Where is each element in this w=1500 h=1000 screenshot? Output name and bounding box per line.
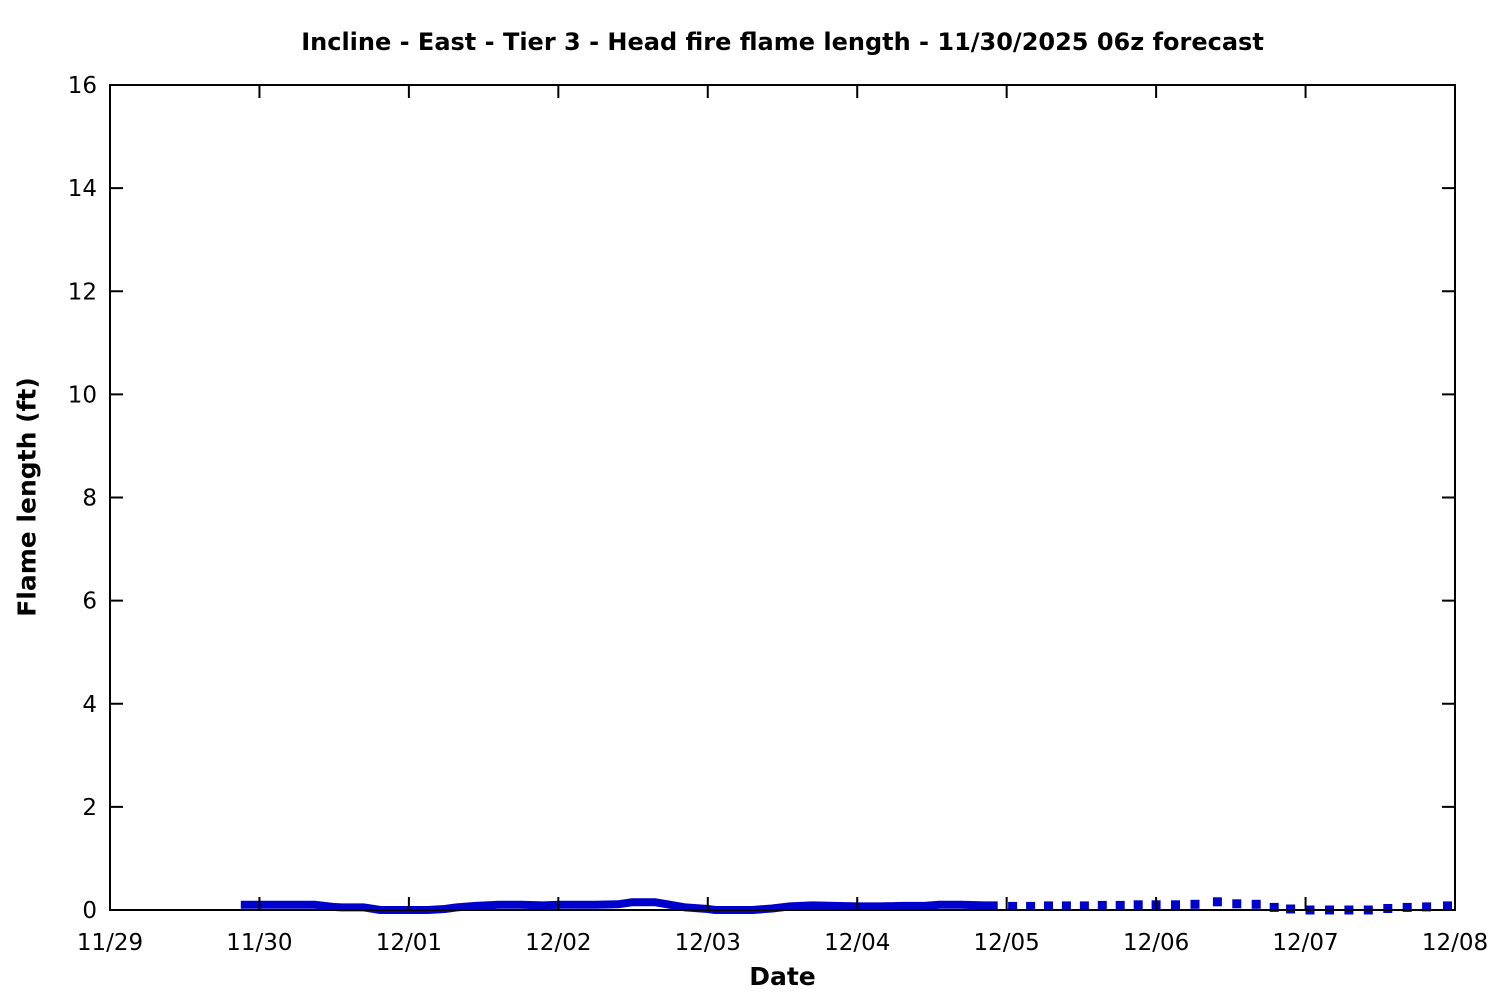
y-tick-label: 2 [82,795,97,821]
plot-border [109,84,1456,911]
flame-length-forecast-dot [1171,900,1180,910]
y-tick-label: 0 [82,898,97,924]
x-tick-label: 12/07 [1272,930,1338,956]
x-tick-label: 12/01 [376,930,442,956]
y-tick-label: 6 [82,589,97,615]
flame-length-forecast-dot [1026,901,1036,911]
flame-length-forecast-dot [1443,901,1452,911]
flame-length-forecast-dot [1422,902,1432,912]
flame-length-forecast-dot [1269,902,1279,912]
y-tick-label: 4 [82,692,97,718]
x-tick-label: 12/03 [675,930,741,956]
flame-length-forecast-dot [1008,901,1018,911]
flame-length-forecast-dot [1044,901,1053,911]
x-tick-label: 12/02 [525,930,591,956]
x-axis-title: Date [749,962,816,991]
flame-length-forecast-dot [1251,899,1261,909]
x-tick-label: 12/05 [974,930,1040,956]
flame-length-forecast-dot [1115,900,1125,910]
flame-length-forecast-dot [1402,902,1412,912]
x-tick-label: 11/30 [226,930,292,956]
flame-length-forecast-dot [1097,900,1107,910]
flame-length-forecast-dot [1079,901,1089,911]
y-tick-label: 10 [68,382,97,408]
x-tick-label: 12/04 [824,930,890,956]
flame-length-forecast-dot [1383,904,1393,913]
flame-length-forecast-dot [1061,901,1071,911]
flame-length-forecast-dot [1190,899,1200,909]
x-tick-label: 12/08 [1422,930,1488,956]
flame-length-forecast-dot [1133,900,1143,910]
y-tick-label: 12 [68,279,97,305]
y-tick-label: 14 [68,176,97,202]
flame-length-forecast-dot [1232,899,1242,909]
x-tick-label: 12/06 [1123,930,1189,956]
y-tick-label: 16 [68,73,97,99]
flame-length-solid-line [240,898,998,914]
x-tick-label: 11/29 [77,930,143,956]
y-tick-label: 8 [82,486,97,512]
chart-title: Incline - East - Tier 3 - Head fire flam… [301,28,1264,56]
flame-length-forecast-dot [1212,897,1222,907]
